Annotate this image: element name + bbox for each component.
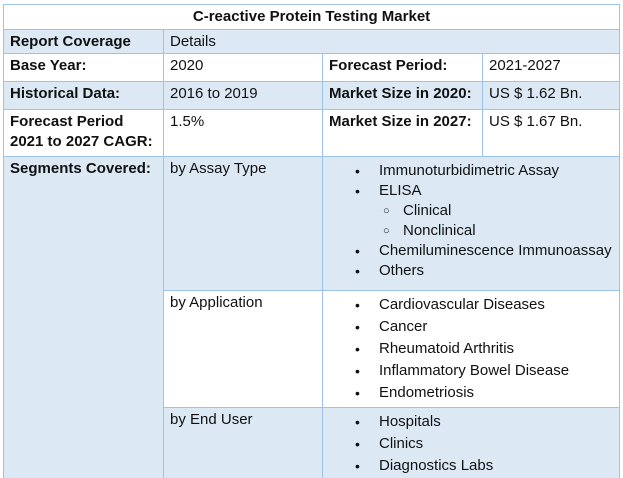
cagr-label: Forecast Period 2021 to 2027 CAGR: <box>3 109 164 157</box>
dot-bullet-icon: • <box>355 458 360 474</box>
bullet-item: • Cancer <box>329 317 613 337</box>
cagr-value: 1.5% <box>163 109 323 157</box>
bullet-item-label: Nonclinical <box>403 222 476 239</box>
dot-bullet-icon: • <box>355 319 360 335</box>
bullet-item: • Rheumatoid Arthritis <box>329 339 613 359</box>
end-user-list-cell: • Hospitals • Clinics • Diagnostics Labs <box>321 407 621 478</box>
bullet-item: • Clinics <box>329 434 613 454</box>
bullet-item: • Endometriosis <box>329 383 613 403</box>
historical-data-row: Historical Data: 2016 to 2019 Market Siz… <box>3 81 621 110</box>
application-list-cell: • Cardiovascular Diseases • Cancer • Rheumato… <box>321 290 621 408</box>
historical-data-label: Historical Data: <box>3 81 164 110</box>
bullet-item-label: Cancer <box>379 318 428 335</box>
bullet-item-label: Cardiovascular Diseases <box>379 296 545 313</box>
assay-type-list: • Immunoturbidimetric Assay • ELISA ○ Clinica… <box>329 161 613 281</box>
bullet-item: • ELISA <box>329 181 613 201</box>
bullet-item-label: Others <box>379 262 425 279</box>
dot-bullet-icon: • <box>355 163 360 179</box>
market-scope-table: C-reactive Protein Testing Market Report… <box>2 4 621 478</box>
dot-bullet-icon: • <box>355 341 360 357</box>
dot-bullet-icon: • <box>355 183 360 199</box>
table-title: C-reactive Protein Testing Market <box>2 4 621 30</box>
bullet-item: • Immunoturbidimetric Assay <box>329 161 613 181</box>
circle-bullet-icon: ○ <box>383 205 390 217</box>
bullet-item-label: Rheumatoid Arthritis <box>379 340 515 357</box>
segments-end-user-row: by End User • Hospitals • Clinics • Diagnosti… <box>4 407 621 478</box>
market-size-2020-value: US $ 1.62 Bn. <box>481 81 621 110</box>
bullet-item: ○ Clinical <box>329 201 613 221</box>
dot-bullet-icon: • <box>355 436 360 452</box>
forecast-period-label: Forecast Period: <box>322 53 483 82</box>
bullet-item-label: Immunoturbidimetric Assay <box>379 162 560 179</box>
assay-type-list-cell: • Immunoturbidimetric Assay • ELISA ○ Clinica… <box>321 156 621 291</box>
base-year-row: Base Year: 2020 Forecast Period: 2021-20… <box>3 53 621 82</box>
application-list: • Cardiovascular Diseases • Cancer • Rheumato… <box>329 295 613 403</box>
forecast-period-value: 2021-2027 <box>481 53 621 82</box>
segment-group-name-application: by Application <box>163 290 323 408</box>
bullet-item: ○ Nonclinical <box>329 221 613 241</box>
dot-bullet-icon: • <box>355 385 360 401</box>
dot-bullet-icon: • <box>355 297 360 313</box>
bullet-item: • Diagnostics Labs <box>329 456 613 476</box>
dot-bullet-icon: • <box>355 414 360 430</box>
bullet-item-label: Chemiluminescence Immunoassay <box>379 242 612 259</box>
bullet-item: • Cardiovascular Diseases <box>329 295 613 315</box>
report-coverage-row: Report Coverage Details <box>3 28 621 54</box>
segments-assay-type-row: Segments Covered: by Assay Type • Immunot… <box>3 156 621 478</box>
market-size-2020-label: Market Size in 2020: <box>322 81 483 110</box>
bullet-item-label: Diagnostics Labs <box>379 457 494 474</box>
market-size-2027-label: Market Size in 2027: <box>322 109 483 157</box>
base-year-value: 2020 <box>163 53 323 82</box>
bullet-item-label: Endometriosis <box>379 384 475 401</box>
bullet-item-label: Clinical <box>403 202 452 219</box>
bullet-item: • Inflammatory Bowel Disease <box>329 361 613 381</box>
dot-bullet-icon: • <box>355 263 360 279</box>
title-row: C-reactive Protein Testing Market <box>2 4 621 30</box>
circle-bullet-icon: ○ <box>383 225 390 237</box>
bullet-item-label: Clinics <box>379 435 424 452</box>
market-size-2027-value: US $ 1.67 Bn. <box>481 109 621 157</box>
dot-bullet-icon: • <box>355 243 360 259</box>
report-coverage-value: Details <box>162 28 621 54</box>
base-year-label: Base Year: <box>3 53 164 82</box>
segments-application-row: by Application • Cardiovascular Diseases •… <box>4 290 621 408</box>
bullet-item: • Chemiluminescence Immunoassay <box>329 241 613 261</box>
dot-bullet-icon: • <box>355 363 360 379</box>
segment-group-name-end-user: by End User <box>163 407 323 478</box>
historical-data-value: 2016 to 2019 <box>163 81 323 110</box>
cagr-row: Forecast Period 2021 to 2027 CAGR: 1.5% … <box>3 109 621 157</box>
end-user-list: • Hospitals • Clinics • Diagnostics Labs <box>329 412 613 476</box>
bullet-item: • Hospitals <box>329 412 613 432</box>
segment-group-name-assay-type: by Assay Type <box>163 156 323 291</box>
report-coverage-label: Report Coverage <box>3 28 164 54</box>
bullet-item-label: Inflammatory Bowel Disease <box>379 362 570 379</box>
bullet-item-label: ELISA <box>379 182 422 199</box>
segments-covered-label: Segments Covered: <box>3 156 164 478</box>
bullet-item-label: Hospitals <box>379 413 441 430</box>
bullet-item: • Others <box>329 261 613 281</box>
